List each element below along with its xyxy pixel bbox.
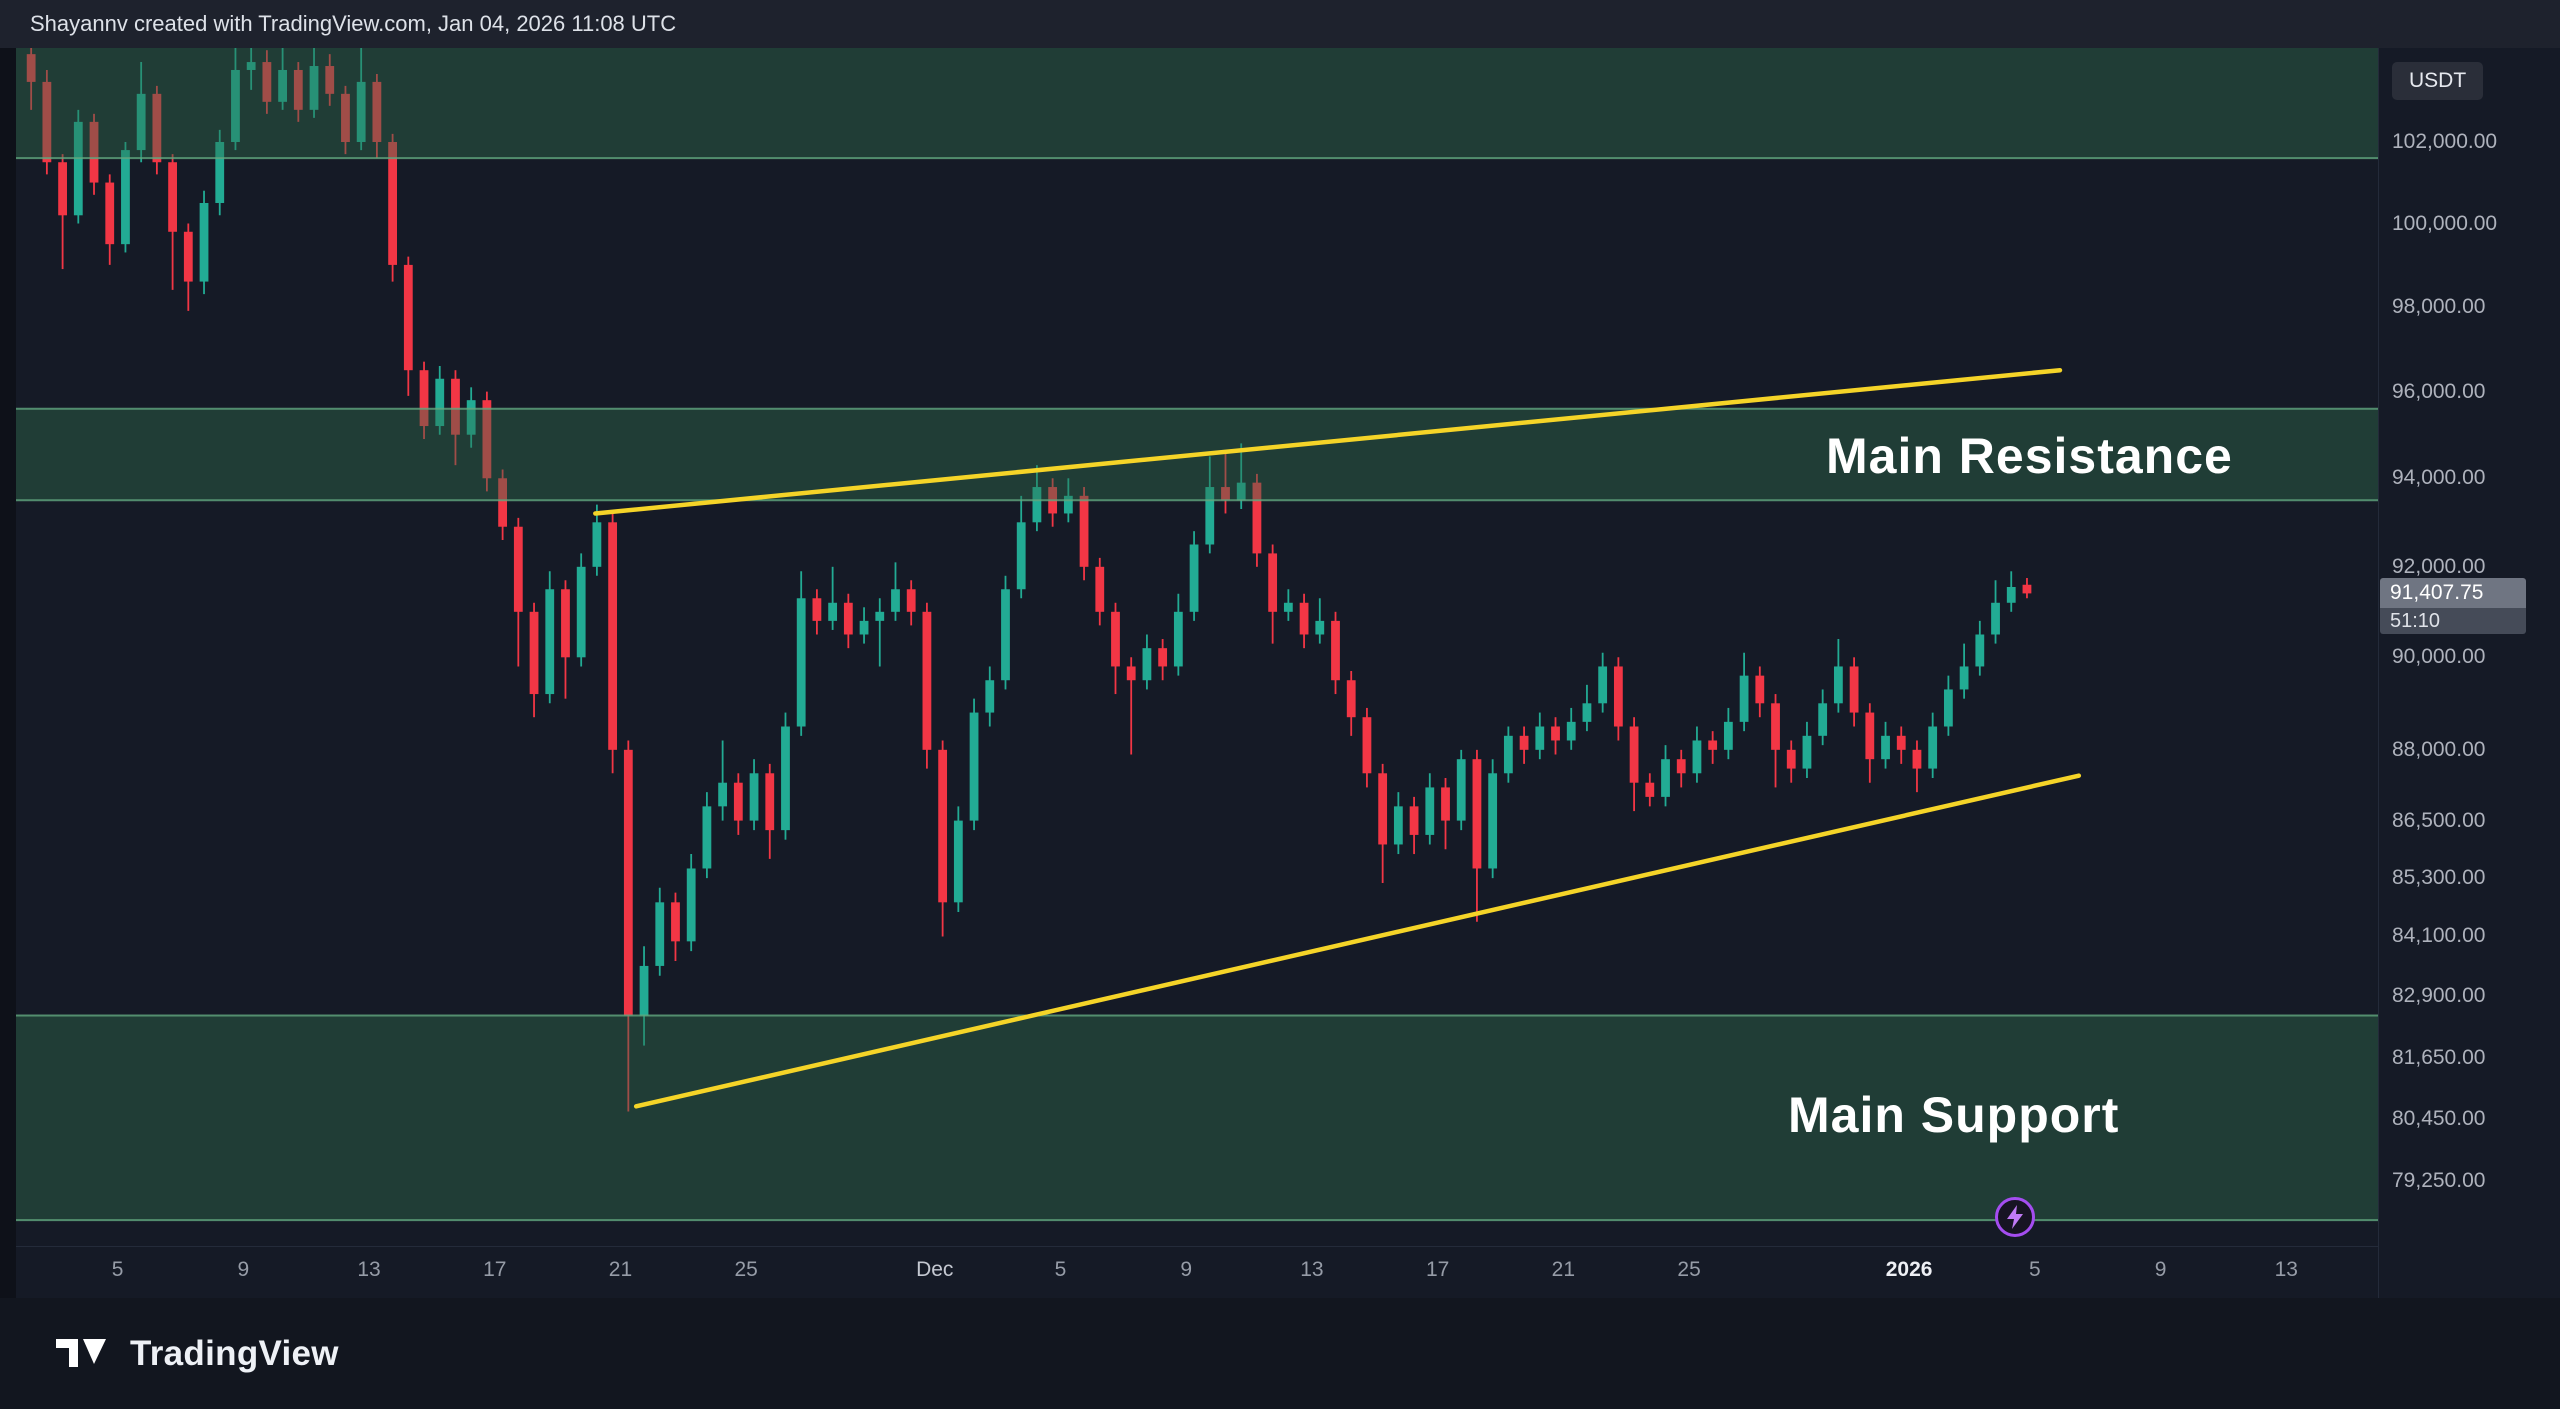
- price-tick-label: 92,000.00: [2392, 554, 2486, 578]
- time-tick-label: 13: [1300, 1258, 1324, 1281]
- price-tick-label: 102,000.00: [2392, 130, 2498, 153]
- time-tick-label: 9: [2154, 1258, 2167, 1281]
- tradingview-logo-icon: [56, 1333, 114, 1374]
- price-tick-label: 94,000.00: [2392, 466, 2486, 490]
- time-tick-label: 5: [2028, 1258, 2041, 1281]
- time-tick-label: 21: [608, 1258, 633, 1281]
- time-tick-list: 5 9 13 17 21 25 Dec 5 9 13 17 21 25 2026 5 9 13: [0, 1246, 2560, 1298]
- time-tick-label: 17: [1425, 1258, 1450, 1281]
- time-tick-label: 17: [483, 1258, 507, 1281]
- time-tick-label: 9: [237, 1258, 250, 1281]
- price-tick-label: 81,650.00: [2392, 1046, 2486, 1070]
- chart-pane[interactable]: [16, 48, 2378, 1246]
- bar-countdown: 51:10: [2380, 608, 2526, 635]
- price-axis[interactable]: [2378, 48, 2560, 1298]
- tradingview-logo[interactable]: TradingView: [56, 1333, 339, 1374]
- time-tick-label: 9: [1180, 1258, 1193, 1281]
- price-tick-label: 86,500.00: [2392, 808, 2486, 832]
- price-tick-label: 96,000.00: [2392, 379, 2486, 403]
- time-tick-label: 2026: [1885, 1258, 1933, 1281]
- time-tick-label: 5: [111, 1258, 124, 1281]
- last-price-badge: 91,407.75 51:10: [2380, 578, 2526, 635]
- time-axis[interactable]: [16, 1246, 2378, 1298]
- time-tick-label: 25: [1677, 1258, 1701, 1281]
- lightning-boost-icon[interactable]: [1994, 1196, 2036, 1238]
- tradingview-logo-text: TradingView: [130, 1333, 339, 1373]
- branding-bar: TradingView: [0, 1298, 2560, 1409]
- time-tick-label: 13: [357, 1258, 381, 1281]
- resistance-zone-label: Main Resistance: [1826, 428, 2233, 484]
- attribution-bar: Shayannv created with TradingView.com, J…: [0, 0, 2560, 48]
- price-tick-label: 84,100.00: [2392, 924, 2486, 948]
- time-tick-label: 13: [2274, 1258, 2298, 1281]
- support-zone-label: Main Support: [1788, 1087, 2120, 1143]
- price-tick-label: 79,250.00: [2392, 1169, 2486, 1192]
- time-tick-label: 25: [734, 1258, 758, 1281]
- price-tick-label: 80,450.00: [2392, 1107, 2486, 1131]
- currency-badge: USDT: [2392, 62, 2484, 100]
- time-tick-label: Dec: [916, 1258, 954, 1281]
- price-tick-label: 98,000.00: [2392, 294, 2486, 318]
- price-tick-label: 85,300.00: [2392, 866, 2486, 890]
- last-price-value: 91,407.75: [2380, 578, 2526, 609]
- time-tick-label: 21: [1551, 1258, 1576, 1281]
- price-tick-label: 90,000.00: [2392, 645, 2486, 669]
- price-tick-label: 82,900.00: [2392, 983, 2486, 1007]
- attribution-text: Shayannv created with TradingView.com, J…: [30, 11, 677, 36]
- price-tick-label: 100,000.00: [2392, 211, 2498, 235]
- time-tick-label: 5: [1054, 1258, 1067, 1281]
- price-tick-label: 88,000.00: [2392, 737, 2486, 761]
